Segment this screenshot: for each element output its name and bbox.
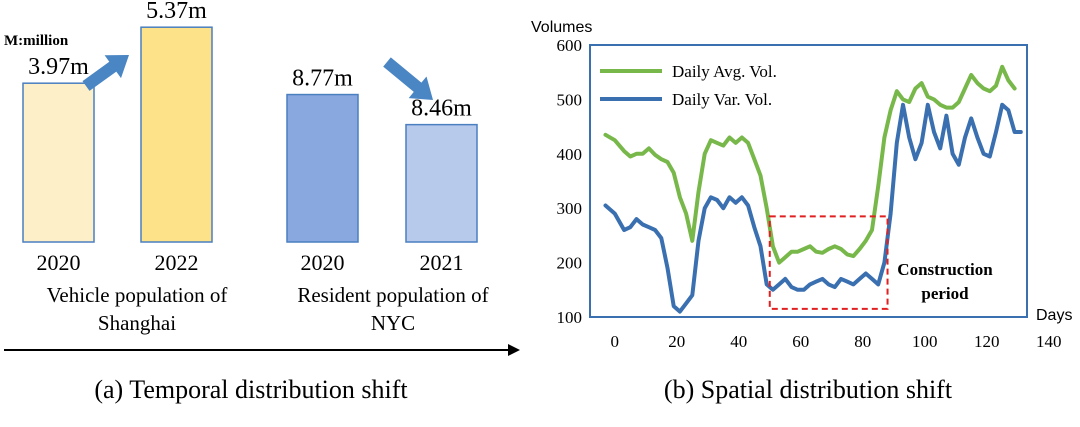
- panel-b-spatial-shift: Volumes Days 100 200 300 400 500 600 0 20 40 60 80…: [531, 19, 1072, 404]
- bar-value-label: 8.77m: [292, 66, 353, 92]
- series-line-0: [603, 64, 1017, 265]
- plot-frame: [589, 44, 1028, 318]
- series-line-1: [603, 102, 1023, 314]
- annotation-line2: period: [921, 284, 969, 303]
- bar-1-1: [405, 123, 478, 243]
- x-tick-label: 120: [974, 332, 1000, 351]
- caption-b: (b) Spatial distribution shift: [664, 375, 953, 404]
- y-tick-label: 400: [557, 145, 583, 164]
- caption-a: (a) Temporal distribution shift: [94, 375, 408, 404]
- bar-value-label: 5.37m: [146, 0, 207, 24]
- bar-category-label: 2020: [37, 250, 81, 275]
- x-tick-label: 20: [668, 332, 685, 351]
- y-tick-label: 200: [557, 254, 583, 273]
- y-tick-label: 500: [557, 90, 583, 109]
- y-axis-label: Volumes: [531, 19, 592, 36]
- bar-1-0: [286, 93, 359, 243]
- legend-label-avg: Daily Avg. Vol.: [672, 62, 777, 81]
- series-lines: [603, 64, 1023, 314]
- x-tick-label: 40: [730, 332, 747, 351]
- annotation-line1: Construction: [897, 260, 993, 279]
- group-label-resident-line1: Resident population of: [297, 283, 488, 307]
- legend-label-var: Daily Var. Vol.: [672, 90, 772, 109]
- decrease-arrow-icon: [383, 57, 433, 100]
- x-tick-label: 0: [611, 332, 620, 351]
- bar-0-0: [22, 82, 95, 243]
- x-axis-label: Days: [1036, 307, 1072, 324]
- x-tick-label: 100: [912, 332, 938, 351]
- y-tick-label: 600: [557, 36, 583, 55]
- bar-category-label: 2020: [301, 250, 345, 275]
- y-tick-label: 300: [557, 199, 583, 218]
- x-tick-label: 60: [792, 332, 809, 351]
- group-label-resident-line2: NYC: [371, 311, 415, 335]
- group-label-vehicle-line1: Vehicle population of: [47, 283, 228, 307]
- panel-a-temporal-shift: M:million 3.97m 2020 5.37m 2022 8.77m 2020 8.4…: [4, 0, 520, 404]
- y-tick-label: 100: [557, 308, 583, 327]
- bar-value-label: 8.46m: [411, 96, 472, 122]
- bar-value-label: 3.97m: [28, 54, 89, 80]
- bar-0-1: [140, 26, 213, 243]
- x-tick-label: 80: [854, 332, 871, 351]
- bar-group-container: 3.97m 2020 5.37m 2022 8.77m 2020 8.46m 2021: [22, 0, 478, 275]
- tick-labels: 100 200 300 400 500 600 0 20 40 60 80 100 120 140: [557, 36, 1062, 351]
- unit-note: M:million: [4, 33, 69, 49]
- bar-category-label: 2021: [420, 250, 464, 275]
- construction-period-box: [768, 215, 889, 310]
- x-tick-label: 140: [1036, 332, 1062, 351]
- group-label-vehicle-line2: Shanghai: [98, 311, 176, 335]
- increase-arrow-icon: [82, 55, 129, 91]
- bar-category-label: 2022: [155, 250, 199, 275]
